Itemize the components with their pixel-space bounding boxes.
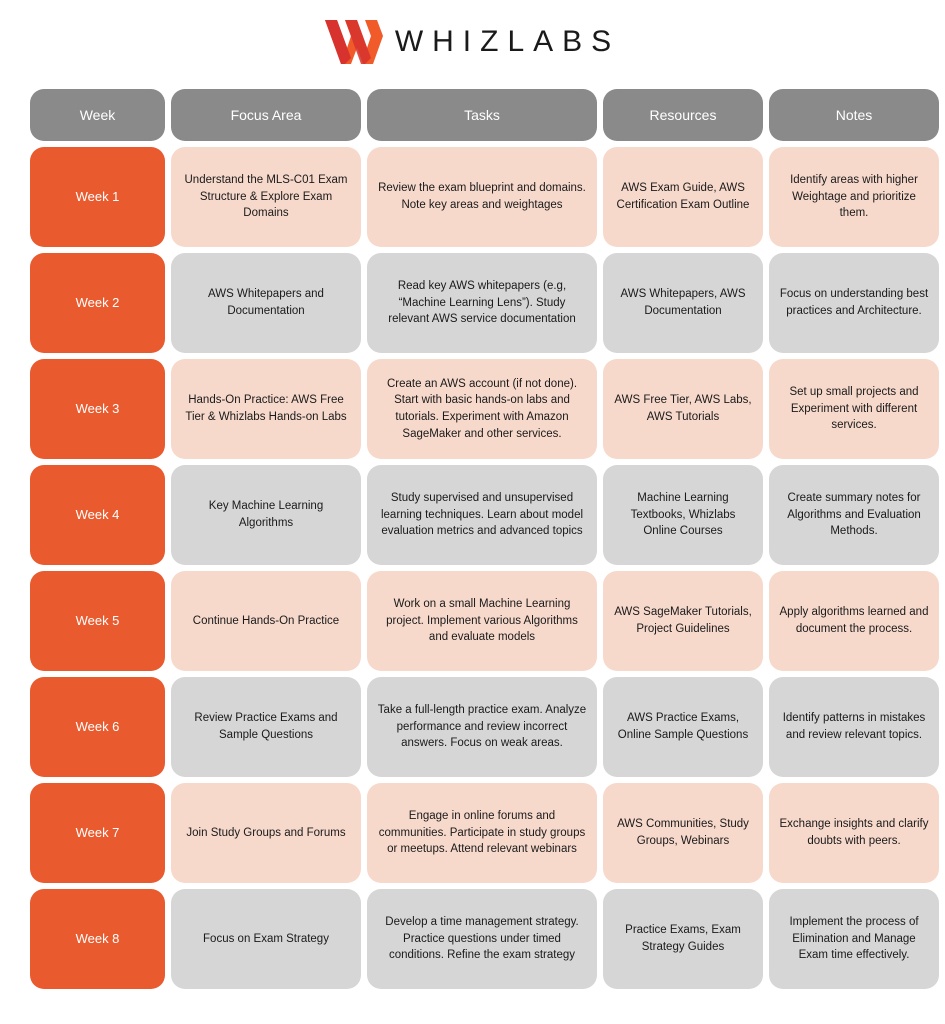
tasks-cell: Develop a time management strategy. Prac… [367,889,597,989]
notes-cell: Implement the process of Elimination and… [769,889,939,989]
week-cell: Week 4 [30,465,165,565]
table-row: Week 1Understand the MLS-C01 Exam Struct… [30,147,915,247]
study-plan-table: Week Focus Area Tasks Resources Notes We… [30,89,915,989]
focus-cell: Understand the MLS-C01 Exam Structure & … [171,147,361,247]
tasks-cell: Take a full-length practice exam. Analyz… [367,677,597,777]
logo-icon [325,20,383,64]
focus-cell: Continue Hands-On Practice [171,571,361,671]
resources-cell: AWS Whitepapers, AWS Documentation [603,253,763,353]
header-row: Week Focus Area Tasks Resources Notes [30,89,915,141]
week-cell: Week 8 [30,889,165,989]
tasks-cell: Review the exam blueprint and domains. N… [367,147,597,247]
table-row: Week 7Join Study Groups and ForumsEngage… [30,783,915,883]
focus-cell: Focus on Exam Strategy [171,889,361,989]
logo-container: WHIZLABS [30,20,915,64]
notes-cell: Identify areas with higher Weightage and… [769,147,939,247]
table-row: Week 5Continue Hands-On PracticeWork on … [30,571,915,671]
notes-cell: Set up small projects and Experiment wit… [769,359,939,459]
resources-cell: Practice Exams, Exam Strategy Guides [603,889,763,989]
notes-cell: Create summary notes for Algorithms and … [769,465,939,565]
tasks-cell: Work on a small Machine Learning project… [367,571,597,671]
focus-cell: Key Machine Learning Algorithms [171,465,361,565]
notes-cell: Identify patterns in mistakes and review… [769,677,939,777]
resources-cell: AWS Practice Exams, Online Sample Questi… [603,677,763,777]
header-tasks: Tasks [367,89,597,141]
notes-cell: Focus on understanding best practices an… [769,253,939,353]
header-week: Week [30,89,165,141]
table-row: Week 4Key Machine Learning AlgorithmsStu… [30,465,915,565]
week-cell: Week 7 [30,783,165,883]
tasks-cell: Create an AWS account (if not done). Sta… [367,359,597,459]
header-focus: Focus Area [171,89,361,141]
notes-cell: Apply algorithms learned and document th… [769,571,939,671]
focus-cell: Review Practice Exams and Sample Questio… [171,677,361,777]
resources-cell: AWS Communities, Study Groups, Webinars [603,783,763,883]
header-notes: Notes [769,89,939,141]
tasks-cell: Study supervised and unsupervised learni… [367,465,597,565]
week-cell: Week 2 [30,253,165,353]
tasks-cell: Read key AWS whitepapers (e.g, “Machine … [367,253,597,353]
week-cell: Week 3 [30,359,165,459]
notes-cell: Exchange insights and clarify doubts wit… [769,783,939,883]
focus-cell: AWS Whitepapers and Documentation [171,253,361,353]
header-resources: Resources [603,89,763,141]
table-row: Week 2AWS Whitepapers and DocumentationR… [30,253,915,353]
table-row: Week 3Hands-On Practice: AWS Free Tier &… [30,359,915,459]
week-cell: Week 1 [30,147,165,247]
resources-cell: AWS Exam Guide, AWS Certification Exam O… [603,147,763,247]
week-cell: Week 5 [30,571,165,671]
logo-text: WHIZLABS [395,25,620,59]
focus-cell: Hands-On Practice: AWS Free Tier & Whizl… [171,359,361,459]
focus-cell: Join Study Groups and Forums [171,783,361,883]
resources-cell: AWS SageMaker Tutorials, Project Guideli… [603,571,763,671]
table-row: Week 6Review Practice Exams and Sample Q… [30,677,915,777]
week-cell: Week 6 [30,677,165,777]
table-row: Week 8Focus on Exam StrategyDevelop a ti… [30,889,915,989]
tasks-cell: Engage in online forums and communities.… [367,783,597,883]
resources-cell: Machine Learning Textbooks, Whizlabs Onl… [603,465,763,565]
resources-cell: AWS Free Tier, AWS Labs, AWS Tutorials [603,359,763,459]
